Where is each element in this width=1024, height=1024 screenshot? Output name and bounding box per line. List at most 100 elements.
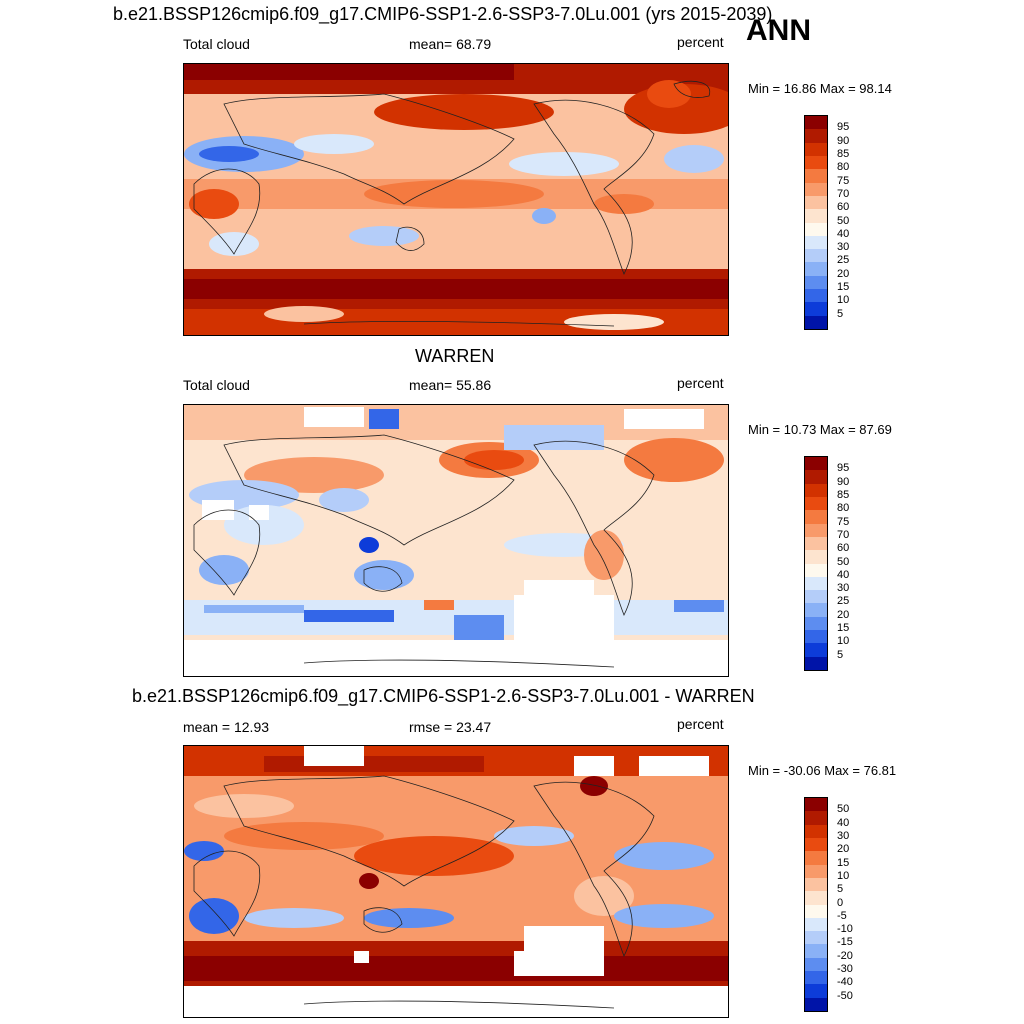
panel2-minmax: Min = 10.73 Max = 87.69 <box>748 422 892 437</box>
colorbar-swatch <box>805 997 827 1011</box>
negative-bias-region <box>494 826 574 846</box>
colorbar-tick-label: 30 <box>837 829 850 842</box>
colorbar-tick-label: 70 <box>837 528 850 541</box>
colorbar-swatch <box>805 142 827 156</box>
colorbar-tick-label: 5 <box>837 883 844 896</box>
colorbar-tick-label: 50 <box>837 214 850 227</box>
panel2-colorbar-ticks: 95 90 85 80 75 70 60 50 40 30 25 20 15 10 5 <box>837 456 867 669</box>
colorbar-swatch <box>805 630 827 644</box>
colorbar-swatch <box>805 957 827 972</box>
colorbar-swatch <box>805 877 827 892</box>
colorbar-tick-label: 85 <box>837 147 850 160</box>
colorbar-swatch <box>805 798 827 812</box>
colorbar-tick-label: 50 <box>837 555 850 568</box>
panel2-mean-label: mean= 55.86 <box>409 377 492 393</box>
colorbar-swatch <box>805 182 827 196</box>
colorbar-swatch <box>805 550 827 564</box>
colorbar-swatch <box>805 262 827 276</box>
colorbar-swatch <box>805 536 827 551</box>
colorbar-swatch <box>805 249 827 263</box>
colorbar-swatch <box>805 931 827 945</box>
colorbar-tick-label: 80 <box>837 502 850 515</box>
colorbar-swatch <box>805 235 827 250</box>
colorbar-tick-label: 40 <box>837 816 850 829</box>
colorbar-tick-label: -30 <box>837 963 853 976</box>
colorbar-swatch <box>805 209 827 223</box>
colorbar-swatch <box>805 496 827 511</box>
colorbar-tick-label: 10 <box>837 635 850 648</box>
panel2-field-label: Total cloud <box>183 377 250 393</box>
north-pacific-storm-track <box>374 94 554 130</box>
colorbar-swatch <box>805 275 827 290</box>
colorbar-swatch <box>805 984 827 998</box>
colorbar-swatch <box>805 656 827 670</box>
coastlines <box>193 775 655 1009</box>
colorbar-swatch <box>805 944 827 958</box>
panel3-mean-label: mean = 12.93 <box>183 719 270 735</box>
colorbar-tick-label: 70 <box>837 187 850 200</box>
colorbar-tick-label: -20 <box>837 949 853 962</box>
colorbar-swatch <box>805 811 827 825</box>
colorbar-swatch <box>805 302 827 316</box>
colorbar-swatch <box>805 523 827 537</box>
colorbar-swatch <box>805 643 827 657</box>
colorbar-tick-label: -50 <box>837 989 853 1002</box>
colorbar-tick-label: 30 <box>837 582 850 595</box>
colorbar-tick-label: 0 <box>837 896 844 909</box>
panel3-minmax: Min = -30.06 Max = 76.81 <box>748 763 897 778</box>
colorbar-tick-label: 25 <box>837 254 850 267</box>
missing-data-region <box>514 595 614 645</box>
panel3-rmse-label: rmse = 23.47 <box>409 719 492 735</box>
colorbar-tick-label: 10 <box>837 294 850 307</box>
colorbar-tick-label: 20 <box>837 608 850 621</box>
colorbar-swatch <box>805 864 827 878</box>
coastlines <box>193 434 655 668</box>
colorbar-tick-label: 10 <box>837 869 850 882</box>
colorbar-tick-label: 15 <box>837 281 850 294</box>
colorbar-swatch <box>805 483 827 497</box>
colorbar-tick-label: 75 <box>837 515 850 528</box>
panel2-colorbar <box>804 456 828 671</box>
colorbar-swatch <box>805 917 827 932</box>
colorbar-tick-label: 85 <box>837 488 850 501</box>
colorbar-swatch <box>805 971 827 985</box>
colorbar-tick-label: 50 <box>837 803 850 816</box>
colorbar-tick-label: 20 <box>837 843 850 856</box>
colorbar-swatch <box>805 616 827 631</box>
colorbar-tick-label: 15 <box>837 622 850 635</box>
colorbar-tick-label: 5 <box>837 648 844 661</box>
colorbar-swatch <box>805 129 827 143</box>
colorbar-tick-label: 80 <box>837 161 850 174</box>
coastlines <box>193 80 711 327</box>
panel2-map <box>183 404 729 677</box>
colorbar-swatch <box>805 590 827 604</box>
colorbar-tick-label: -40 <box>837 976 853 989</box>
panel1-minmax: Min = 16.86 Max = 98.14 <box>748 81 892 96</box>
colorbar-tick-label: -15 <box>837 936 853 949</box>
colorbar-swatch <box>805 222 827 236</box>
colorbar-tick-label: 90 <box>837 475 850 488</box>
colorbar-tick-label: 95 <box>837 462 850 475</box>
colorbar-swatch <box>805 470 827 484</box>
colorbar-swatch <box>805 891 827 905</box>
colorbar-swatch <box>805 116 827 130</box>
colorbar-tick-label: 20 <box>837 267 850 280</box>
panel3-colorbar-ticks: 50 40 30 20 15 10 5 0 -5 -10 -15 -20 -30 -40 -50 <box>837 797 867 1010</box>
panel3-colorbar <box>804 797 828 1012</box>
colorbar-swatch <box>805 837 827 852</box>
colorbar-swatch <box>805 851 827 865</box>
colorbar-swatch <box>805 904 827 918</box>
colorbar-tick-label: -10 <box>837 923 853 936</box>
panel1-title: b.e21.BSSP126cmip6.f09_g17.CMIP6-SSP1-2.… <box>113 4 773 24</box>
panel3-units-label: percent <box>677 716 724 732</box>
panel2-title: WARREN <box>415 346 495 366</box>
colorbar-swatch <box>805 510 827 524</box>
missing-data-region <box>304 407 364 427</box>
antarctic-missing-data <box>184 640 728 676</box>
panel3-map <box>183 745 729 1018</box>
colorbar-swatch <box>805 563 827 577</box>
panel1-field-label: Total cloud <box>183 36 250 52</box>
colorbar-swatch <box>805 824 827 838</box>
colorbar-tick-label: 60 <box>837 542 850 555</box>
colorbar-tick-label: 25 <box>837 595 850 608</box>
